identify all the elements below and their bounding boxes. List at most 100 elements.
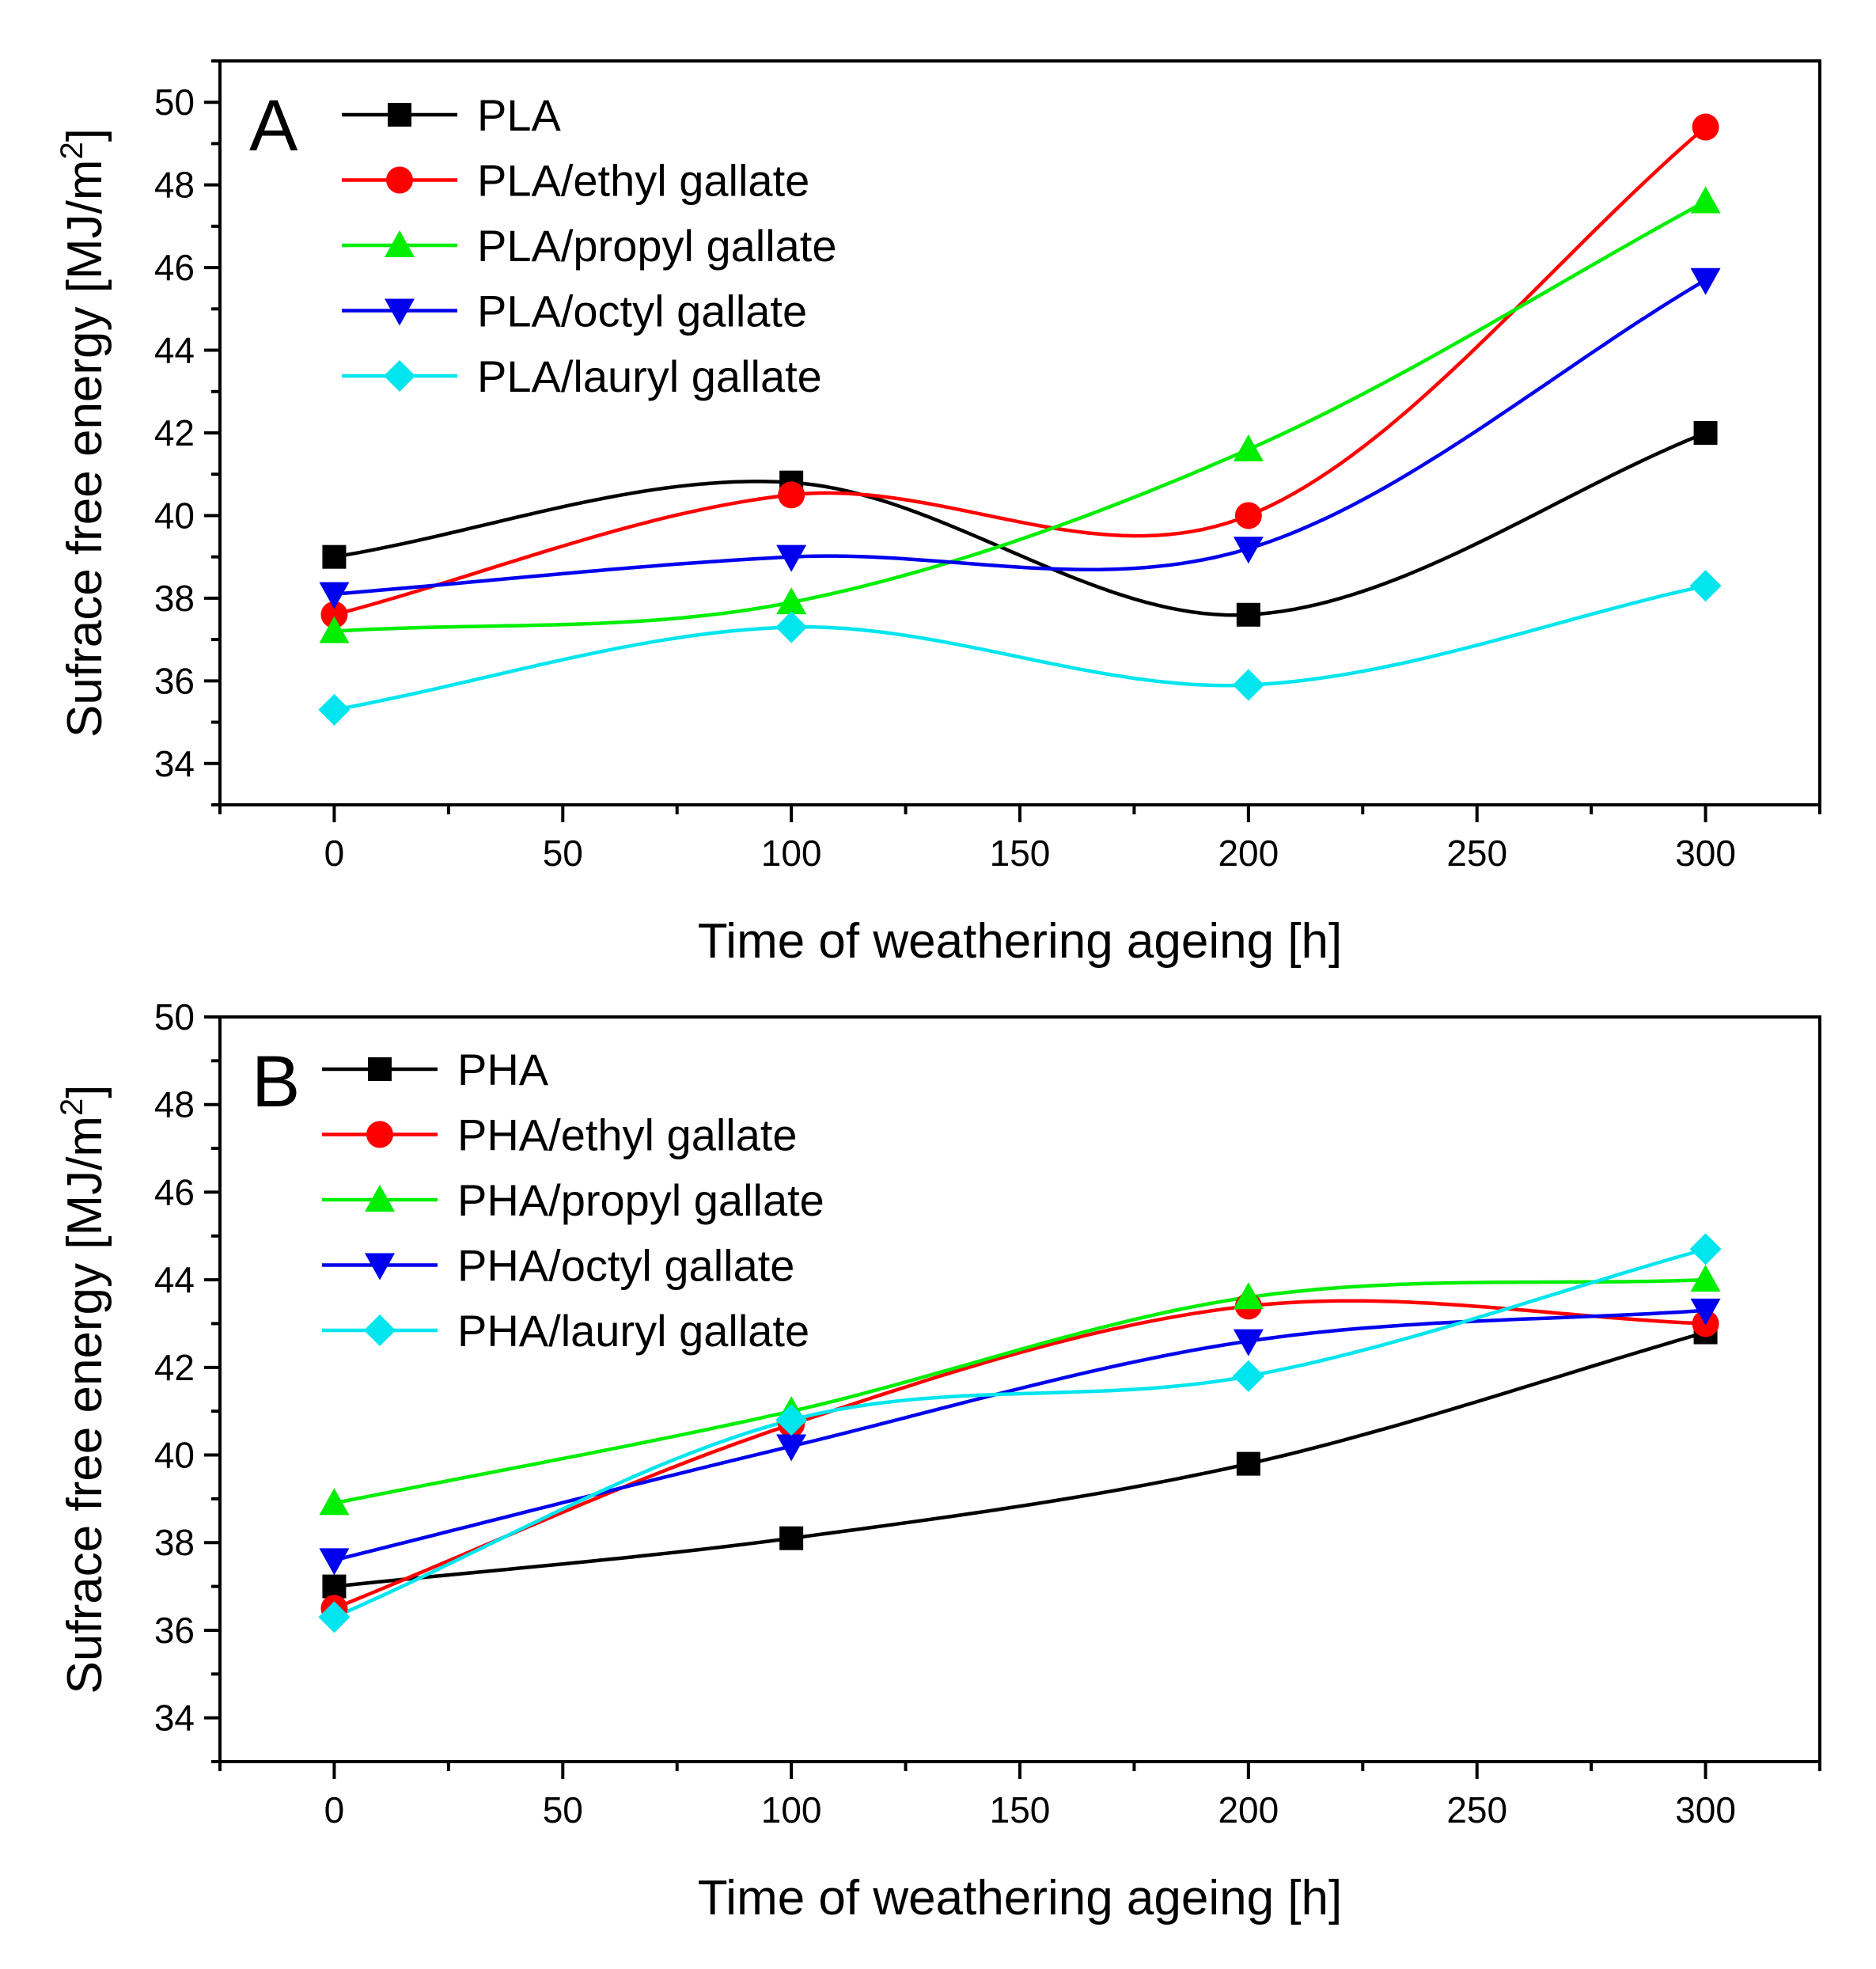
y-tick-label: 50 (154, 82, 195, 123)
legend-label-pla-octyl-gallate: PLA/octyl gallate (477, 286, 807, 336)
x-tick-label: 0 (324, 1789, 345, 1831)
x-tick-label: 150 (990, 833, 1051, 874)
data-point-pla-ethyl-gallate (778, 481, 805, 509)
data-point-pha-lauryl-gallate (1689, 1233, 1722, 1265)
y-tick-label: 44 (154, 330, 195, 371)
y-tick-label: 42 (154, 1347, 195, 1388)
data-point-pla-lauryl-gallate (775, 611, 808, 643)
y-tick-label: 44 (154, 1259, 195, 1300)
data-point-pla-propyl-gallate (1233, 434, 1264, 461)
data-point-pha-octyl-gallate (319, 1548, 350, 1576)
data-point-pha-lauryl-gallate (1232, 1360, 1264, 1392)
data-point-pha (322, 1574, 347, 1599)
data-point-pla-propyl-gallate (776, 587, 807, 615)
y-axis-title-end: ] (58, 128, 112, 142)
y-tick-label: 38 (154, 1522, 195, 1563)
y-axis-title-main: Sufrace free energy [MJ/m (58, 159, 112, 738)
x-axis-title: Time of weathering ageing [h] (698, 1871, 1343, 1925)
legend-label-pha-lauryl-gallate: PHA/lauryl gallate (457, 1306, 809, 1356)
legend-label-pha-octyl-gallate: PHA/octyl gallate (457, 1241, 794, 1291)
chart-panel-a: 0 50 100 150 200 250 300 34 36 38 40 42 44 46 48 50 Time… (55, 59, 1821, 969)
data-point-pha-propyl-gallate (1690, 1265, 1721, 1292)
series-line-pla-propyl-gallate (334, 199, 1707, 633)
x-tick-label: 300 (1675, 1789, 1736, 1831)
data-point-pla-octyl-gallate (1690, 267, 1721, 295)
data-point-pla-propyl-gallate (1690, 186, 1721, 214)
data-point-pla-octyl-gallate (319, 582, 350, 609)
y-axis-title: Sufrace free energy [MJ/m2] (55, 128, 112, 738)
plot-frame (218, 59, 1821, 806)
data-point-pha (1236, 1451, 1260, 1476)
x-tick-label: 200 (1218, 1789, 1279, 1831)
y-tick-label: 50 (154, 996, 195, 1038)
y-tick-label: 36 (154, 1610, 195, 1651)
y-tick-label: 48 (154, 1084, 195, 1125)
x-tick-label: 200 (1218, 833, 1279, 874)
data-point-pha (779, 1526, 804, 1550)
legend-label-pla-lauryl-gallate: PLA/lauryl gallate (477, 351, 822, 401)
series-line-pha-ethyl-gallate (333, 1299, 1706, 1610)
chart-panel-b: 0 50 100 150 200 250 300 34 36 38 40 42 44 46 48 50 Time… (55, 996, 1821, 1925)
data-point-pha-propyl-gallate (319, 1488, 350, 1516)
y-tick-label: 38 (154, 578, 195, 619)
series-line-pha-lauryl-gallate (333, 1247, 1707, 1619)
data-point-pha-octyl-gallate (776, 1434, 807, 1462)
y-tick-label: 34 (154, 743, 195, 784)
data-point-pla-lauryl-gallate (1232, 669, 1264, 701)
series-line-pha (334, 1330, 1707, 1588)
series-line-pla (334, 431, 1707, 617)
legend-label-pha-ethyl-gallate: PHA/ethyl gallate (457, 1110, 798, 1160)
legend-marker-pla-octyl-gallate (385, 298, 415, 326)
legend-label-pla: PLA (477, 90, 561, 140)
y-tick-label: 34 (154, 1698, 195, 1739)
y-tick-label: 42 (154, 412, 195, 453)
legend-label-pla-propyl-gallate: PLA/propyl gallate (477, 221, 837, 271)
data-point-pla (322, 544, 347, 569)
series-line-pha-propyl-gallate (333, 1277, 1706, 1505)
y-tick-label: 36 (154, 660, 195, 701)
x-tick-label: 100 (761, 1789, 822, 1831)
x-tick-label: 50 (543, 833, 583, 874)
data-point-pla-octyl-gallate (776, 544, 807, 572)
legend-marker-pla-lauryl-gallate (384, 360, 415, 392)
series-line-pla-ethyl-gallate (333, 125, 1707, 616)
legend-label-pha: PHA (457, 1045, 549, 1095)
y-tick-label: 46 (154, 247, 195, 288)
legend-marker-pla-propyl-gallate (385, 230, 415, 257)
y-tick-label: 40 (154, 1435, 195, 1476)
data-point-pha-octyl-gallate (1690, 1298, 1721, 1326)
legend-marker-pha-octyl-gallate (365, 1253, 395, 1280)
y-axis-title-superscript: 2 (55, 1098, 89, 1116)
legend-marker-pla (388, 103, 411, 127)
legend-marker-pha-propyl-gallate (365, 1185, 395, 1212)
series-line-pha-octyl-gallate (333, 1308, 1706, 1562)
panel-label: A (249, 85, 298, 166)
data-point-pla-ethyl-gallate (1234, 502, 1262, 529)
x-axis-title: Time of weathering ageing [h] (698, 914, 1343, 969)
y-tick-label: 48 (154, 165, 195, 206)
data-point-pla-lauryl-gallate (318, 693, 351, 726)
data-point-pla (1236, 602, 1260, 627)
data-point-pha-lauryl-gallate (775, 1404, 808, 1436)
data-point-pla-propyl-gallate (319, 616, 350, 643)
legend-marker-pha-ethyl-gallate (366, 1121, 393, 1148)
y-tick-label: 46 (154, 1171, 195, 1212)
legend-marker-pha (368, 1057, 392, 1081)
series-line-pla-lauryl-gallate (333, 584, 1707, 712)
y-axis-title-end: ] (58, 1085, 112, 1098)
y-tick-label: 40 (154, 495, 195, 536)
legend-label-pha-propyl-gallate: PHA/propyl gallate (457, 1175, 824, 1225)
data-point-pla-ethyl-gallate (320, 601, 348, 628)
data-point-pla-ethyl-gallate (1692, 113, 1719, 141)
x-tick-label: 250 (1446, 833, 1507, 874)
data-point-pla (1693, 421, 1718, 445)
x-tick-label: 250 (1446, 1789, 1507, 1831)
legend-marker-pha-lauryl-gallate (364, 1315, 396, 1346)
data-point-pha-propyl-gallate (1233, 1282, 1264, 1310)
data-point-pha-octyl-gallate (1233, 1329, 1264, 1356)
y-axis-title-main: Sufrace free energy [MJ/m (58, 1116, 112, 1694)
y-axis-title: Sufrace free energy [MJ/m2] (55, 1085, 112, 1694)
legend-label-pla-ethyl-gallate: PLA/ethyl gallate (477, 156, 809, 206)
data-point-pla-lauryl-gallate (1689, 570, 1722, 602)
